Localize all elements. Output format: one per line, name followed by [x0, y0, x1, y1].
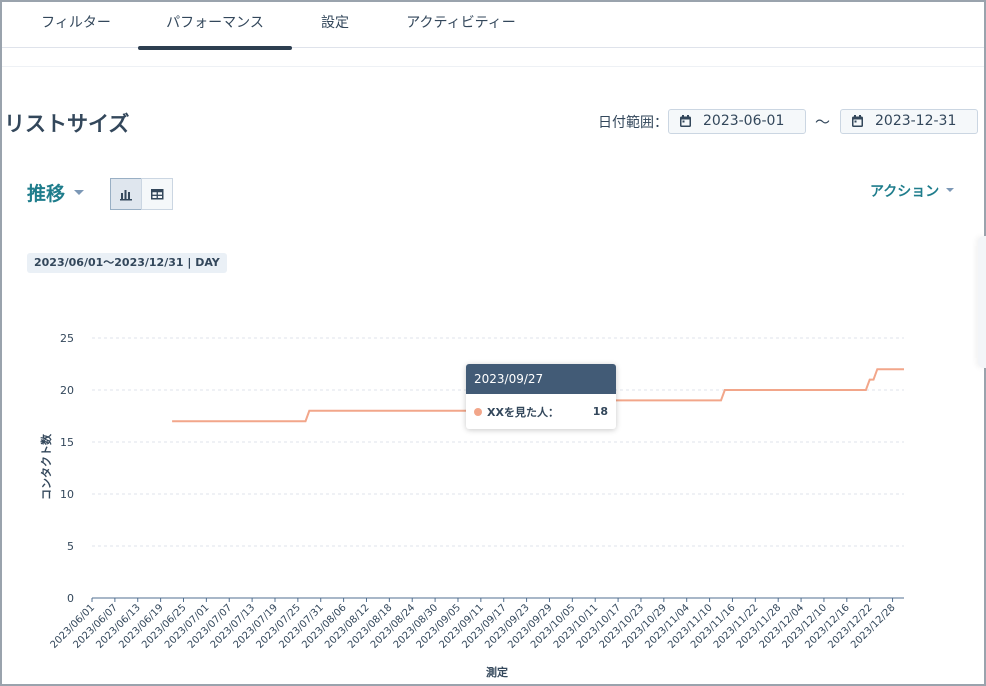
date-to-value: 2023-12-31 [875, 113, 957, 129]
chart-tooltip: 2023/09/27 XXを見た人： 18 [466, 364, 616, 429]
date-from-value: 2023-06-01 [703, 113, 785, 129]
tooltip-date: 2023/09/27 [466, 364, 616, 394]
date-from-field[interactable]: 2023-06-01 [668, 109, 806, 134]
tooltip-value: 18 [592, 405, 608, 418]
date-to-field[interactable]: 2023-12-31 [840, 109, 978, 134]
calendar-icon [852, 115, 863, 127]
x-axis-title: 測定 [486, 665, 508, 679]
tooltip-series-label: XXを見た人： [487, 406, 559, 419]
divider [2, 66, 984, 67]
table-view-button[interactable] [141, 178, 173, 210]
table-icon [151, 189, 164, 200]
y-tick-label: 15 [60, 436, 74, 449]
side-panel-edge [978, 236, 986, 368]
tab-performance[interactable]: パフォーマンス [138, 2, 292, 50]
tab-filter[interactable]: フィルター [41, 15, 111, 31]
y-tick-label: 25 [60, 332, 74, 345]
y-axis-title: コンタクト数 [39, 433, 53, 500]
chevron-down-icon[interactable] [74, 190, 84, 195]
view-dropdown[interactable]: 推移 [27, 183, 66, 205]
page-title: リストサイズ [4, 112, 130, 136]
tab-bar: フィルター パフォーマンス 設定 アクティビティー [2, 2, 984, 50]
y-tick-label: 20 [60, 384, 74, 397]
date-separator: ～ [815, 113, 831, 131]
actions-dropdown[interactable]: アクション [870, 184, 940, 200]
bar-chart-icon [120, 190, 132, 201]
series-marker [474, 408, 482, 416]
date-range-label: 日付範囲： [598, 115, 668, 131]
series-line [172, 368, 904, 423]
tab-activity[interactable]: アクティビティー [406, 15, 516, 31]
y-tick-label: 0 [67, 592, 74, 605]
tab-settings[interactable]: 設定 [321, 15, 349, 31]
calendar-icon [680, 115, 691, 127]
y-tick-label: 10 [60, 488, 74, 501]
date-range-badge: 2023/06/01～2023/12/31 | DAY [27, 253, 227, 273]
y-tick-label: 5 [67, 540, 74, 553]
chevron-down-icon[interactable] [946, 188, 954, 192]
